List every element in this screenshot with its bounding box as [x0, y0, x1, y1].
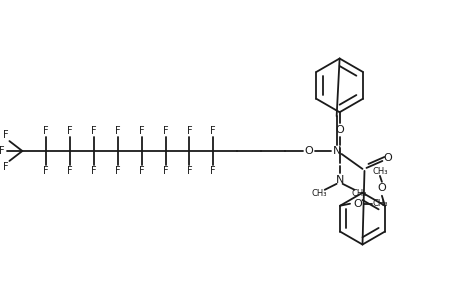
Text: F: F	[115, 166, 121, 176]
Text: F: F	[211, 126, 216, 136]
Text: F: F	[44, 166, 49, 176]
Text: O: O	[354, 199, 362, 209]
Text: F: F	[139, 166, 144, 176]
Text: F: F	[163, 166, 168, 176]
Text: N: N	[336, 175, 344, 185]
Text: CH₃: CH₃	[312, 189, 327, 198]
Text: CH₃: CH₃	[372, 199, 388, 208]
Text: F: F	[3, 130, 8, 140]
Text: F: F	[115, 126, 121, 136]
Text: F: F	[139, 126, 144, 136]
Text: F: F	[67, 166, 73, 176]
Text: F: F	[91, 126, 97, 136]
Text: CH₃: CH₃	[352, 189, 367, 198]
Text: F: F	[44, 126, 49, 136]
Text: F: F	[187, 166, 192, 176]
Text: N: N	[332, 146, 341, 156]
Text: F: F	[211, 166, 216, 176]
Text: F: F	[0, 146, 4, 156]
Text: O: O	[383, 153, 392, 163]
Text: CH₃: CH₃	[372, 167, 388, 176]
Text: O: O	[335, 125, 344, 135]
Text: F: F	[187, 126, 192, 136]
Text: F: F	[163, 126, 168, 136]
Text: F: F	[3, 162, 8, 172]
Text: O: O	[378, 183, 386, 193]
Text: O: O	[305, 146, 313, 156]
Text: F: F	[67, 126, 73, 136]
Text: F: F	[91, 166, 97, 176]
